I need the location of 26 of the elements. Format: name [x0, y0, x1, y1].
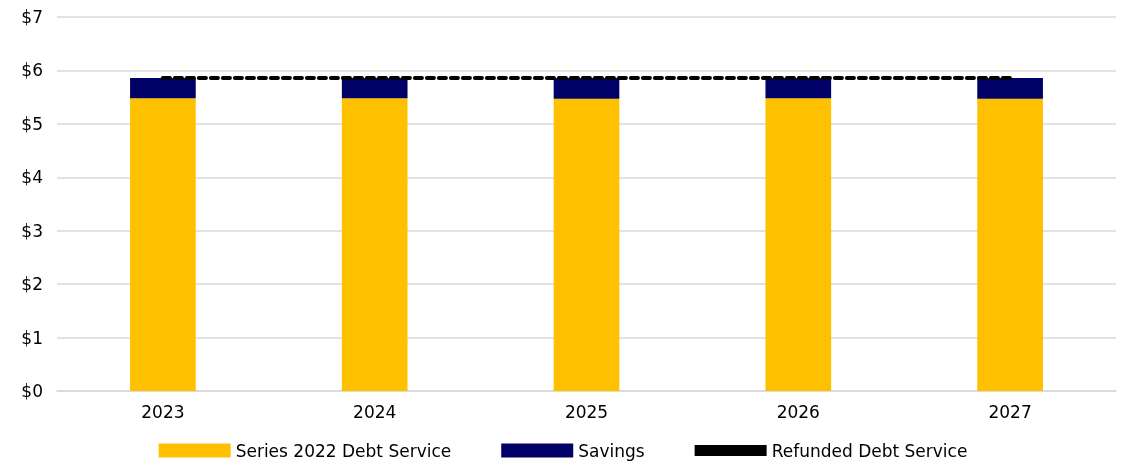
x-tick-label: 2023 [141, 401, 185, 422]
bar [977, 77, 1043, 99]
x-tick-label: 2027 [988, 401, 1032, 422]
y-tick-label: $0 [21, 381, 43, 401]
bar [341, 98, 408, 391]
legend-label: Refunded Debt Service [771, 440, 968, 461]
x-tick-label: 2024 [353, 401, 397, 422]
bar [130, 77, 196, 99]
y-tick-label: $2 [21, 274, 43, 295]
bar [553, 98, 620, 391]
y-tick-label: $3 [21, 220, 43, 241]
bar [765, 98, 832, 391]
bar [765, 77, 832, 99]
x-tick-label: 2025 [564, 401, 609, 422]
bar [341, 77, 408, 99]
bar [130, 98, 196, 391]
y-tick-label: $1 [21, 327, 43, 348]
y-tick-label: $4 [21, 167, 43, 188]
y-tick-label: $5 [21, 113, 43, 134]
x-tick-label: 2026 [776, 401, 820, 422]
bar [553, 77, 620, 99]
y-tick-label: $6 [21, 60, 43, 81]
y-tick-label: $7 [21, 7, 43, 27]
legend-label: Series 2022 Debt Service [235, 440, 452, 461]
bar [977, 98, 1043, 391]
legend-label: Savings [578, 440, 645, 461]
